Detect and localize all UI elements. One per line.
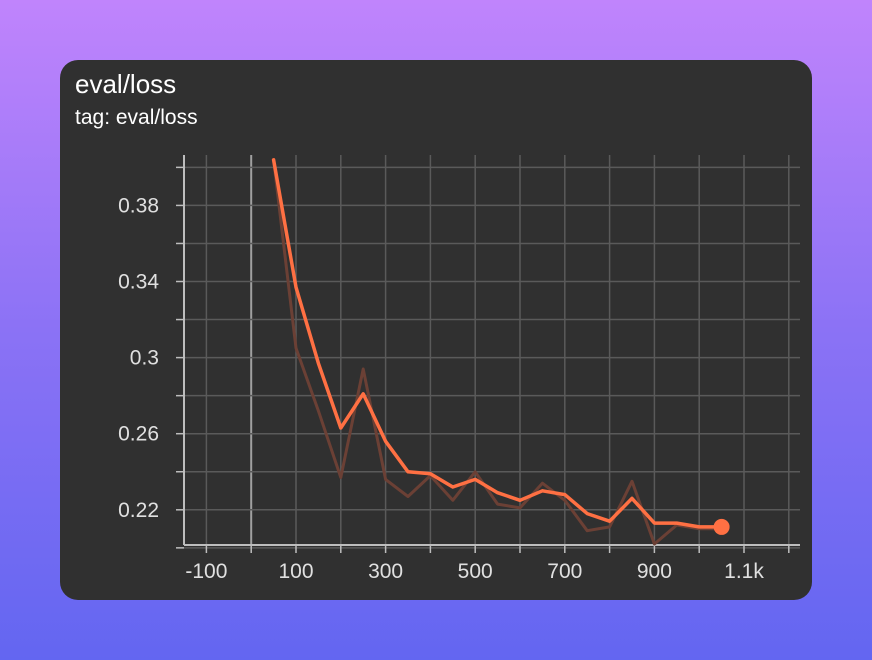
x-tick-label: 300 bbox=[368, 560, 403, 583]
y-tick-label: 0.26 bbox=[118, 423, 159, 446]
x-tick-label: 900 bbox=[637, 560, 672, 583]
last-point-marker bbox=[713, 518, 730, 535]
chart-title: eval/loss bbox=[75, 69, 177, 99]
y-tick-label: 0.38 bbox=[118, 194, 159, 217]
smoothed-series-line bbox=[271, 158, 724, 529]
y-tick-label: 0.22 bbox=[118, 499, 159, 522]
y-tick-label: 0.3 bbox=[130, 347, 159, 370]
x-tick-label: -100 bbox=[185, 560, 227, 583]
raw-series-line bbox=[272, 158, 724, 546]
x-tick-label: 700 bbox=[547, 560, 582, 583]
x-tick-label: 100 bbox=[278, 560, 313, 583]
grid-group bbox=[184, 155, 800, 549]
x-tick-label: 500 bbox=[458, 560, 493, 583]
y-tick-label: 0.34 bbox=[118, 271, 159, 294]
chart-card: eval/loss tag: eval/loss -100 100 300 500 70… bbox=[60, 60, 812, 600]
x-tick-label: 1.1k bbox=[724, 560, 764, 583]
chart-tag-label: tag: eval/loss bbox=[75, 106, 198, 129]
loss-line-chart: -100 100 300 500 700 900 1.1k 0.22 0.26 0.3 0.34 0.… bbox=[118, 155, 800, 583]
